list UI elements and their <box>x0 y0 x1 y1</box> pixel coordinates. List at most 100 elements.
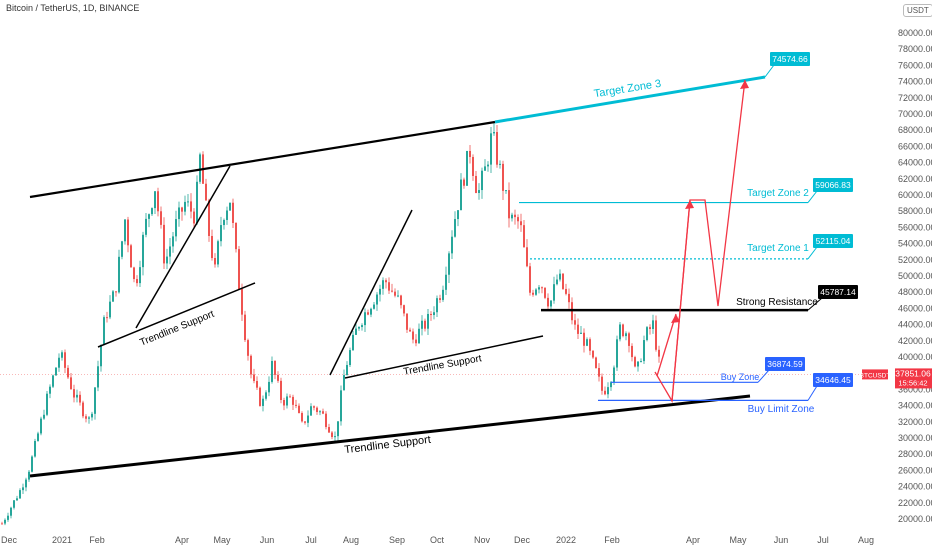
candle-body <box>517 217 519 222</box>
candle-body <box>109 301 111 318</box>
candle-body <box>154 191 156 209</box>
candle-body <box>526 247 528 267</box>
candle-body <box>277 374 279 381</box>
candle-body <box>166 256 168 264</box>
candle-body <box>361 325 363 328</box>
candle-body <box>52 375 54 387</box>
candle-body <box>193 211 195 224</box>
candle-body <box>532 292 534 295</box>
candle-body <box>478 190 480 193</box>
candle-body <box>49 386 51 394</box>
candle-body <box>586 339 588 346</box>
y-tick-label: 56000.00 <box>898 222 932 232</box>
candle-body <box>472 156 474 176</box>
candle-body <box>97 366 99 388</box>
candle-body <box>649 327 651 330</box>
candle-body <box>292 396 294 405</box>
y-tick-label: 72000.00 <box>898 93 932 103</box>
candle-body <box>496 132 498 165</box>
candle-body <box>106 317 108 319</box>
candle-body <box>379 288 381 295</box>
chart-title: Bitcoin / TetherUS, 1D, BINANCE <box>6 3 140 13</box>
candle-body <box>241 289 243 315</box>
candle-body <box>301 413 303 422</box>
candle-body <box>55 367 57 376</box>
candle-body <box>385 280 387 283</box>
y-tick-label: 52000.00 <box>898 255 932 265</box>
candle-body <box>160 211 162 225</box>
x-tick-label: Aug <box>343 535 359 545</box>
candle-body <box>214 258 216 265</box>
countdown-label: 15:56:42 <box>898 378 927 387</box>
candle-body <box>520 221 522 226</box>
candle-body <box>598 368 600 377</box>
candle-body <box>616 339 618 368</box>
candle-body <box>316 407 318 412</box>
candle-body <box>124 219 126 242</box>
y-tick-label: 62000.00 <box>898 174 932 184</box>
candle-body <box>346 365 348 376</box>
candle-body <box>406 313 408 330</box>
candle-body <box>436 298 438 313</box>
candle-body <box>322 411 324 414</box>
candle-body <box>577 324 579 334</box>
y-tick-label: 26000.00 <box>898 465 932 475</box>
candle-body <box>376 294 378 305</box>
candle-body <box>454 219 456 237</box>
candle-body <box>319 411 321 413</box>
candle-body <box>223 219 225 226</box>
ticker-badge <box>862 369 888 380</box>
y-tick-label: 60000.00 <box>898 190 932 200</box>
price-tag-box <box>813 234 853 248</box>
candle-body <box>175 219 177 237</box>
price-tag-connector <box>757 369 770 383</box>
candle-body <box>127 219 129 246</box>
y-tick-label: 64000.00 <box>898 158 932 168</box>
candle-body <box>37 433 39 441</box>
candle-body <box>514 214 516 218</box>
y-tick-label: 34000.00 <box>898 401 932 411</box>
candle-body <box>595 357 597 369</box>
y-tick-label: 58000.00 <box>898 206 932 216</box>
y-tick-label: 74000.00 <box>898 77 932 87</box>
candle-body <box>610 382 612 388</box>
candle-body <box>442 289 444 300</box>
candle-body <box>394 291 396 296</box>
price-tag-label: 34646.45 <box>815 375 851 385</box>
price-tag-connector <box>807 297 823 311</box>
candle-body <box>46 393 48 415</box>
candle-body <box>244 314 246 341</box>
candle-body <box>4 519 6 524</box>
candle-body <box>325 413 327 428</box>
candle-body <box>199 154 201 182</box>
candle-body <box>403 305 405 314</box>
candle-body <box>565 288 567 294</box>
candle-body <box>625 333 627 337</box>
candle-body <box>40 418 42 434</box>
current-price-badge <box>895 368 932 389</box>
candle-body <box>622 324 624 337</box>
candle-body <box>574 320 576 325</box>
candle-body <box>76 394 78 398</box>
candle-body <box>592 350 594 358</box>
candle-body <box>310 406 312 416</box>
candle-body <box>163 224 165 264</box>
candle-body <box>205 183 207 201</box>
y-tick-label: 42000.00 <box>898 336 932 346</box>
y-tick-label: 44000.00 <box>898 320 932 330</box>
candle-body <box>352 334 354 351</box>
candle-body <box>466 150 468 186</box>
candle-body <box>25 479 27 488</box>
y-tick-label: 32000.00 <box>898 417 932 427</box>
main-trendline-support <box>29 394 751 478</box>
candle-body <box>529 266 531 293</box>
candle-body <box>295 404 297 406</box>
candle-body <box>628 333 630 346</box>
candle-body <box>655 320 657 350</box>
price-tag-box <box>765 357 805 371</box>
candle-body <box>298 405 300 414</box>
candle-body <box>22 487 24 491</box>
candle-body <box>169 246 171 257</box>
candle-body <box>280 380 282 400</box>
